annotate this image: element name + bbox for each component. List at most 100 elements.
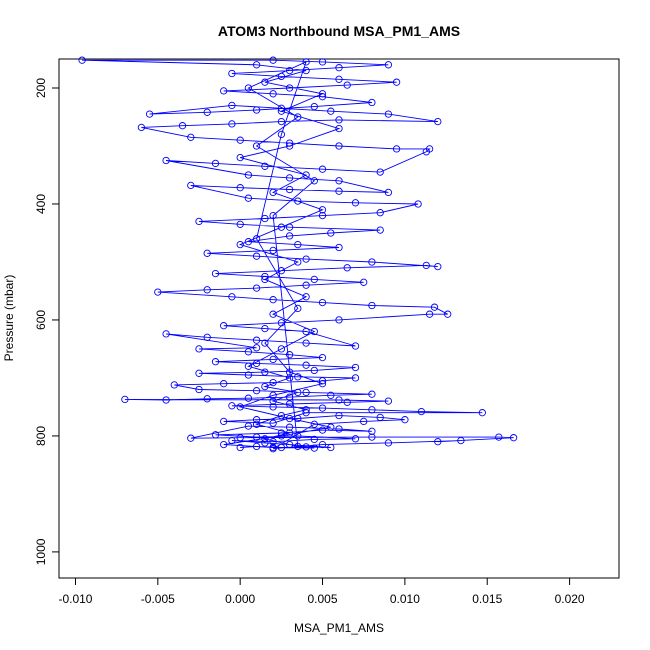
data-point [277,104,286,112]
data-point [444,310,452,318]
data-point [434,438,442,446]
data-point [351,435,360,443]
data-point [228,101,236,110]
data-point [236,184,244,192]
data-point [285,84,294,92]
data-point [310,444,318,452]
x-axis: -0.010 -0.005 0.000 0.005 0.010 0.015 0.020 [58,577,585,606]
data-point [244,348,253,356]
data-point [327,391,335,399]
data-point [277,319,286,327]
data-point [269,419,277,427]
data-point [285,393,294,401]
data-point [285,139,294,147]
data-point [145,110,154,118]
data-point [220,440,228,449]
data-point [211,159,220,168]
data-point [310,275,318,284]
data-point [236,220,244,228]
plot-frame [58,58,620,579]
data-point [318,165,327,173]
data-point [376,413,384,422]
data-point [318,380,327,388]
data-point [302,361,310,369]
data-point [244,171,253,179]
x-tick-label: -0.005 [141,592,175,606]
x-tick-label: 0.000 [225,592,255,606]
data-point [195,369,203,377]
data-point [335,116,343,124]
data-point [335,243,343,252]
data-point [236,403,244,411]
data-point [285,400,294,408]
data-point [384,397,393,405]
data-point [351,363,360,372]
y-tick-label: 200 [34,78,48,98]
data-point [236,153,244,162]
data-point [277,443,286,452]
data-point [252,359,261,368]
data-point [269,246,277,255]
data-point [302,58,310,66]
data-point [335,177,343,185]
data-point [244,362,253,370]
data-point [318,377,327,385]
data-point [392,145,401,153]
data-point [269,438,277,446]
data-point [261,78,269,86]
data-point [285,374,294,382]
data-point [277,345,286,353]
data-point [294,197,302,205]
data-point [244,394,253,402]
data-point [269,355,277,364]
data-point [269,296,277,304]
data-point [285,368,294,376]
data-point [302,255,310,263]
data-point [368,98,376,107]
data-point [343,81,351,89]
data-point [509,434,518,442]
data-point [434,262,442,271]
data-point [285,232,294,240]
data-point [269,211,277,220]
y-tick-label: 800 [34,426,48,446]
data-point [261,435,269,443]
data-point [252,420,261,428]
data-point [478,409,486,417]
data-point [294,258,302,266]
data-point [244,371,253,379]
data-point [302,388,310,397]
data-point [368,433,376,441]
data-point [269,391,277,399]
data-point [261,339,269,347]
data-point [425,310,434,318]
data-point [285,66,294,75]
data-point [310,366,318,375]
data-point [335,75,343,83]
data-point [327,443,335,452]
data-point [211,431,220,439]
data-point [187,181,195,190]
data-point [228,402,236,410]
data-point [335,425,343,433]
data-point [417,407,426,416]
data-point [285,440,294,449]
data-point [252,344,261,352]
data-point [121,395,129,404]
data-point [294,442,302,451]
data-point [351,199,360,207]
data-point [318,206,327,214]
data-point [252,336,261,344]
data-point [368,390,376,398]
data-point [162,156,170,165]
data-point [327,107,335,115]
data-point [360,417,368,426]
data-point [203,286,211,294]
data-point [277,411,286,420]
data-point [310,102,318,111]
data-point [244,422,253,430]
data-point [236,443,244,452]
data-point [335,187,343,195]
series-line [82,59,514,450]
